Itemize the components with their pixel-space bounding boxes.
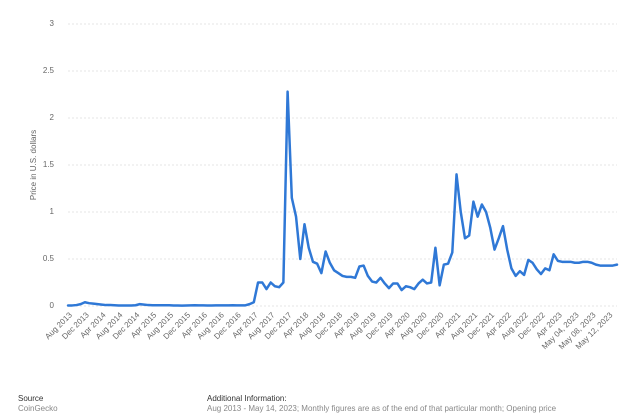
source: CoinGecko	[18, 404, 58, 413]
y-tick-label: 1	[50, 207, 55, 216]
y-tick-label: 3	[50, 19, 55, 28]
y-tick-label: 2.5	[43, 66, 55, 75]
y-axis-label: Price in U.S. dollars	[29, 130, 38, 200]
y-tick-label: 0.5	[43, 254, 55, 263]
source-title: Source	[18, 394, 44, 403]
y-tick-label: 0	[50, 301, 55, 310]
y-tick-label: 2	[50, 113, 55, 122]
y-tick-label: 1.5	[43, 160, 55, 169]
info-block: Additional Information: Aug 2013 - May 1…	[207, 394, 556, 414]
data-line	[66, 90, 619, 307]
source-block: Source CoinGecko	[18, 394, 58, 414]
info-title: Additional Information:	[207, 394, 287, 403]
info: Aug 2013 - May 14, 2023; Monthly figures…	[207, 404, 557, 413]
